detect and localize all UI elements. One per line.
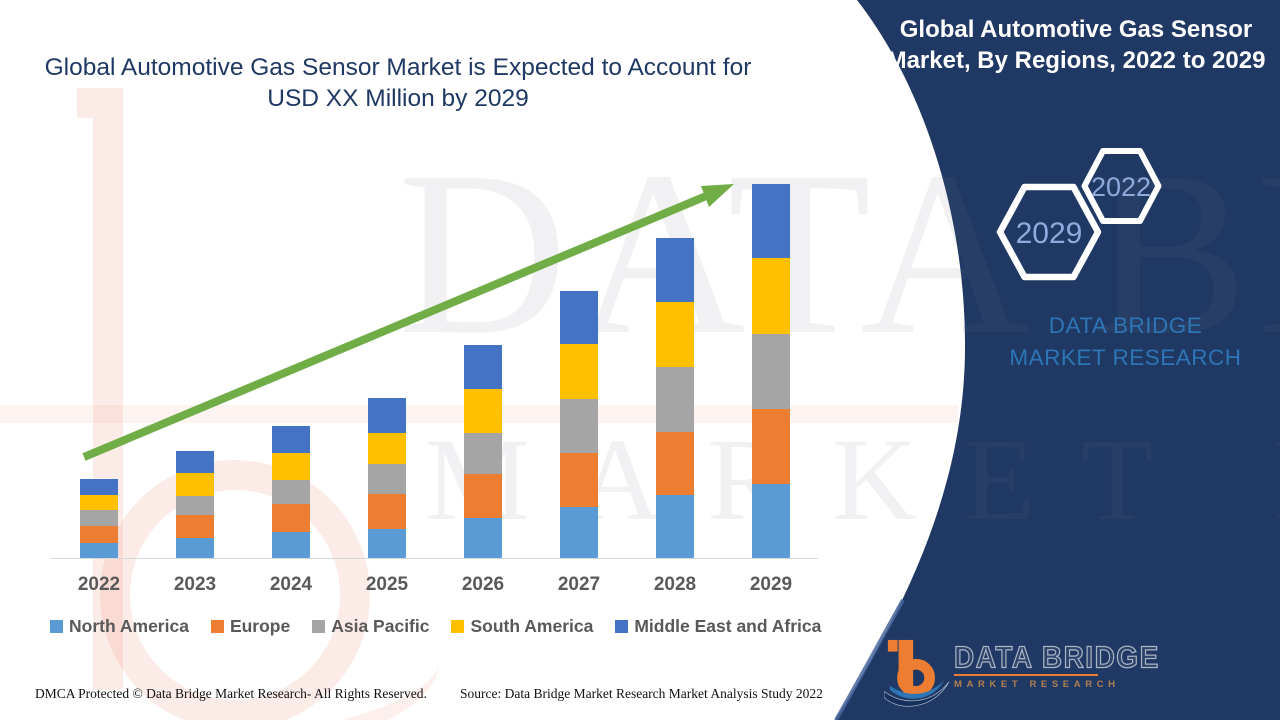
bar-segment-2023-south-america <box>176 473 214 496</box>
legend-label: South America <box>470 616 594 636</box>
legend-swatch <box>615 620 629 633</box>
bar-segment-2022-asia-pacific <box>80 510 118 526</box>
x-axis-label-2026: 2026 <box>461 574 505 595</box>
bar-segment-2025-north-america <box>368 529 406 559</box>
bar-segment-2028-europe <box>656 432 694 495</box>
bar-segment-2028-middle-east-and-africa <box>656 238 694 302</box>
bar-segment-2024-middle-east-and-africa <box>272 426 310 453</box>
bar-segment-2026-europe <box>464 474 502 518</box>
bar-segment-2028-south-america <box>656 302 694 367</box>
x-axis-label-2024: 2024 <box>269 574 313 595</box>
legend-swatch <box>50 620 63 633</box>
bar-segment-2023-europe <box>176 515 214 538</box>
x-axis-label-2028: 2028 <box>653 574 697 595</box>
logo-b-icon <box>884 639 950 707</box>
legend-swatch <box>210 620 224 633</box>
bar-segment-2027-north-america <box>560 507 598 559</box>
bar-segment-2029-asia-pacific <box>752 334 790 409</box>
chart-title: Global Automotive Gas Sensor Market, By … <box>886 16 1266 74</box>
bar-segment-2024-south-america <box>272 453 310 480</box>
bar-segment-2025-europe <box>368 494 406 529</box>
bar-segment-2026-asia-pacific <box>464 433 502 474</box>
bar-segment-2026-middle-east-and-africa <box>464 345 502 389</box>
bar-segment-2023-asia-pacific <box>176 496 214 515</box>
legend-label: North America <box>69 616 189 636</box>
logo-swoosh-blue <box>889 679 945 699</box>
stacked-bar-2025 <box>368 398 406 559</box>
stacked-bar-2022 <box>80 479 118 559</box>
stacked-bar-2023 <box>176 451 214 559</box>
x-axis-line <box>50 558 818 559</box>
bar-segment-2024-asia-pacific <box>272 480 310 504</box>
bar-segment-2025-asia-pacific <box>368 464 406 494</box>
logo-orange-rule <box>954 674 1098 676</box>
logo-swoosh-dark <box>884 681 950 707</box>
legend-swatch <box>312 620 326 633</box>
bar-segment-2022-europe <box>80 526 118 543</box>
x-axis-label-2025: 2025 <box>365 574 409 595</box>
x-axis-label-2022: 2022 <box>77 574 121 595</box>
bar-segment-2022-middle-east-and-africa <box>80 479 118 495</box>
x-axis-label-2027: 2027 <box>557 574 601 595</box>
logo-b-bowl <box>897 658 935 697</box>
logo-b-notch <box>887 639 898 652</box>
logo-brand-text: DATA BRIDGE <box>953 640 1160 675</box>
page-title-line1: Global Automotive Gas Sensor Market is E… <box>44 54 752 81</box>
legend-item-middle-east-and-africa: Middle East and Africa <box>615 616 821 637</box>
bar-segment-2022-north-america <box>80 543 118 559</box>
footer-source: Source: Data Bridge Market Research Mark… <box>460 686 823 701</box>
stacked-bar-2029 <box>752 184 790 559</box>
bar-segment-2022-south-america <box>80 495 118 510</box>
bar-segment-2029-south-america <box>752 258 790 334</box>
legend-label: Europe <box>229 616 291 636</box>
legend-label: Asia Pacific <box>331 616 430 636</box>
footer-dmca: DMCA Protected © Data Bridge Market Rese… <box>35 686 427 701</box>
navy-edge-highlight <box>834 599 905 720</box>
legend-item-north-america: North America <box>50 616 189 637</box>
logo-sub-text: MARKET RESEARCH <box>954 679 1120 690</box>
bar-segment-2026-south-america <box>464 389 502 433</box>
stacked-bar-2028 <box>656 238 694 559</box>
legend-item-europe: Europe <box>210 616 291 637</box>
bar-segment-2026-north-america <box>464 518 502 559</box>
stacked-bar-2024 <box>272 426 310 559</box>
page-title: Global Automotive Gas Sensor Market is E… <box>40 52 756 114</box>
bar-segment-2029-middle-east-and-africa <box>752 184 790 258</box>
bar-segment-2029-europe <box>752 409 790 484</box>
bar-segment-2027-south-america <box>560 344 598 399</box>
watermark-b-notch <box>77 88 93 118</box>
bar-segment-2028-asia-pacific <box>656 367 694 432</box>
bar-segment-2029-north-america <box>752 484 790 559</box>
bar-segment-2024-north-america <box>272 532 310 559</box>
stacked-bar-2026 <box>464 345 502 559</box>
bar-segment-2024-europe <box>272 504 310 532</box>
legend-swatch <box>451 620 465 633</box>
navy-shape <box>835 0 1280 720</box>
bar-segment-2023-middle-east-and-africa <box>176 451 214 473</box>
legend-item-south-america: South America <box>451 616 593 637</box>
bar-segment-2025-middle-east-and-africa <box>368 398 406 433</box>
page-title-line2: USD XX Million by 2029 <box>267 85 529 112</box>
dbmr-logo: DATA BRIDGE MARKET RESEARCH <box>884 636 1160 708</box>
bar-segment-2023-north-america <box>176 538 214 559</box>
logo-text-block: DATA BRIDGE MARKET RESEARCH <box>953 640 1160 690</box>
bar-segment-2028-north-america <box>656 495 694 559</box>
bar-segment-2027-asia-pacific <box>560 399 598 453</box>
legend: North America Europe Asia Pacific South Ame… <box>50 616 821 637</box>
brand-panel-text: DATA BRIDGE MARKET RESEARCH <box>1009 313 1242 370</box>
legend-label: Middle East and Africa <box>634 616 822 636</box>
stacked-bar-2027 <box>560 291 598 559</box>
legend-item-asia-pacific: Asia Pacific <box>312 616 429 637</box>
x-axis-label-2023: 2023 <box>173 574 217 595</box>
bar-segment-2025-south-america <box>368 433 406 464</box>
bar-segment-2027-europe <box>560 453 598 507</box>
bar-segment-2027-middle-east-and-africa <box>560 291 598 344</box>
x-axis-label-2029: 2029 <box>749 574 793 595</box>
